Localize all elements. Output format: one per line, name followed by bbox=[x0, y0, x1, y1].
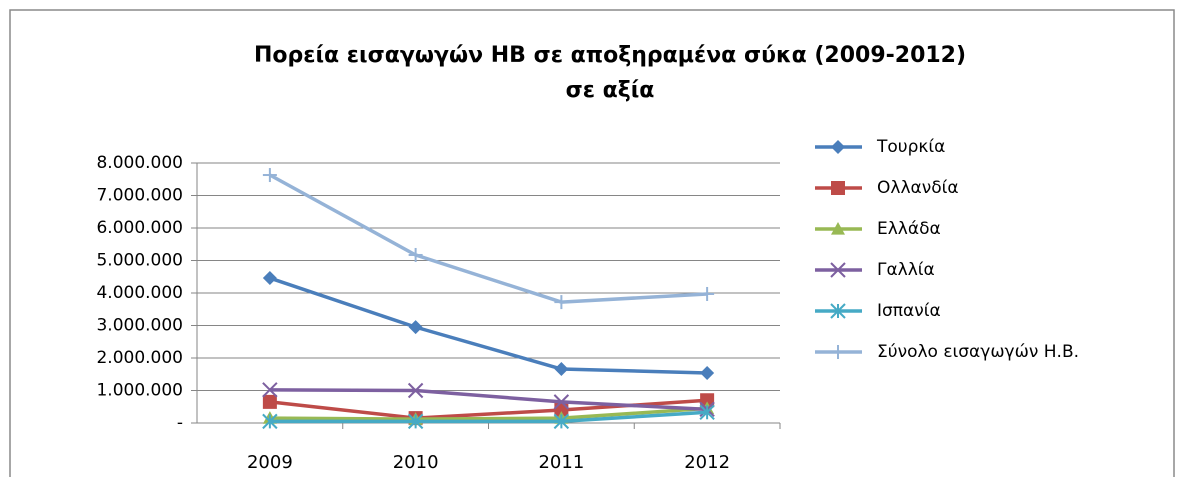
y-tick-label: 3.000.000 bbox=[96, 316, 183, 336]
legend-label: Γαλλία bbox=[877, 260, 935, 280]
marker bbox=[830, 303, 846, 319]
marker bbox=[262, 271, 277, 286]
chart-frame bbox=[9, 9, 1175, 477]
series-line bbox=[269, 410, 708, 424]
legend-label: Σύνολο εισαγωγών Η.Β. bbox=[877, 342, 1079, 362]
x-tick-label: 2009 bbox=[247, 452, 293, 473]
legend-label: Τουρκία bbox=[876, 137, 945, 157]
marker bbox=[262, 382, 278, 398]
legend-label: Ισπανία bbox=[877, 301, 941, 321]
marker bbox=[262, 413, 278, 430]
marker bbox=[831, 345, 845, 359]
series-line bbox=[269, 173, 708, 304]
marker bbox=[699, 404, 715, 420]
marker bbox=[831, 140, 845, 154]
y-tick-label: 4.000.000 bbox=[96, 283, 183, 303]
series-line bbox=[269, 388, 708, 412]
y-tick-label: 5.000.000 bbox=[96, 251, 183, 271]
y-tick-label: - bbox=[177, 413, 183, 433]
x-tick-label: 2012 bbox=[684, 452, 730, 473]
y-tick-label: 7.000.000 bbox=[96, 186, 183, 206]
marker bbox=[407, 382, 424, 399]
y-tick-label: 6.000.000 bbox=[96, 218, 183, 238]
marker bbox=[700, 365, 715, 380]
marker bbox=[831, 181, 845, 195]
chart-title: σε αξία bbox=[566, 78, 655, 103]
legend-label: Ελλάδα bbox=[877, 219, 941, 239]
marker bbox=[262, 168, 277, 183]
y-tick-label: 8.000.000 bbox=[96, 153, 183, 173]
marker bbox=[408, 320, 423, 335]
legend-label: Ολλανδία bbox=[877, 178, 959, 198]
marker bbox=[262, 394, 277, 409]
marker bbox=[554, 362, 569, 377]
y-tick-label: 1.000.000 bbox=[96, 381, 183, 401]
x-tick-label: 2011 bbox=[538, 452, 584, 473]
chart-title: Πορεία εισαγωγών ΗΒ σε αποξηραμένα σύκα … bbox=[254, 43, 966, 68]
marker bbox=[554, 295, 569, 310]
marker bbox=[407, 413, 424, 430]
series-line bbox=[269, 276, 708, 375]
series-line bbox=[269, 406, 708, 421]
marker bbox=[553, 394, 570, 410]
marker bbox=[553, 413, 570, 430]
marker bbox=[700, 286, 715, 301]
marker bbox=[408, 247, 423, 262]
marker bbox=[700, 393, 715, 408]
marker bbox=[830, 262, 846, 278]
y-tick-label: 2.000.000 bbox=[96, 348, 183, 368]
x-tick-label: 2010 bbox=[393, 452, 439, 473]
marker bbox=[831, 222, 845, 235]
